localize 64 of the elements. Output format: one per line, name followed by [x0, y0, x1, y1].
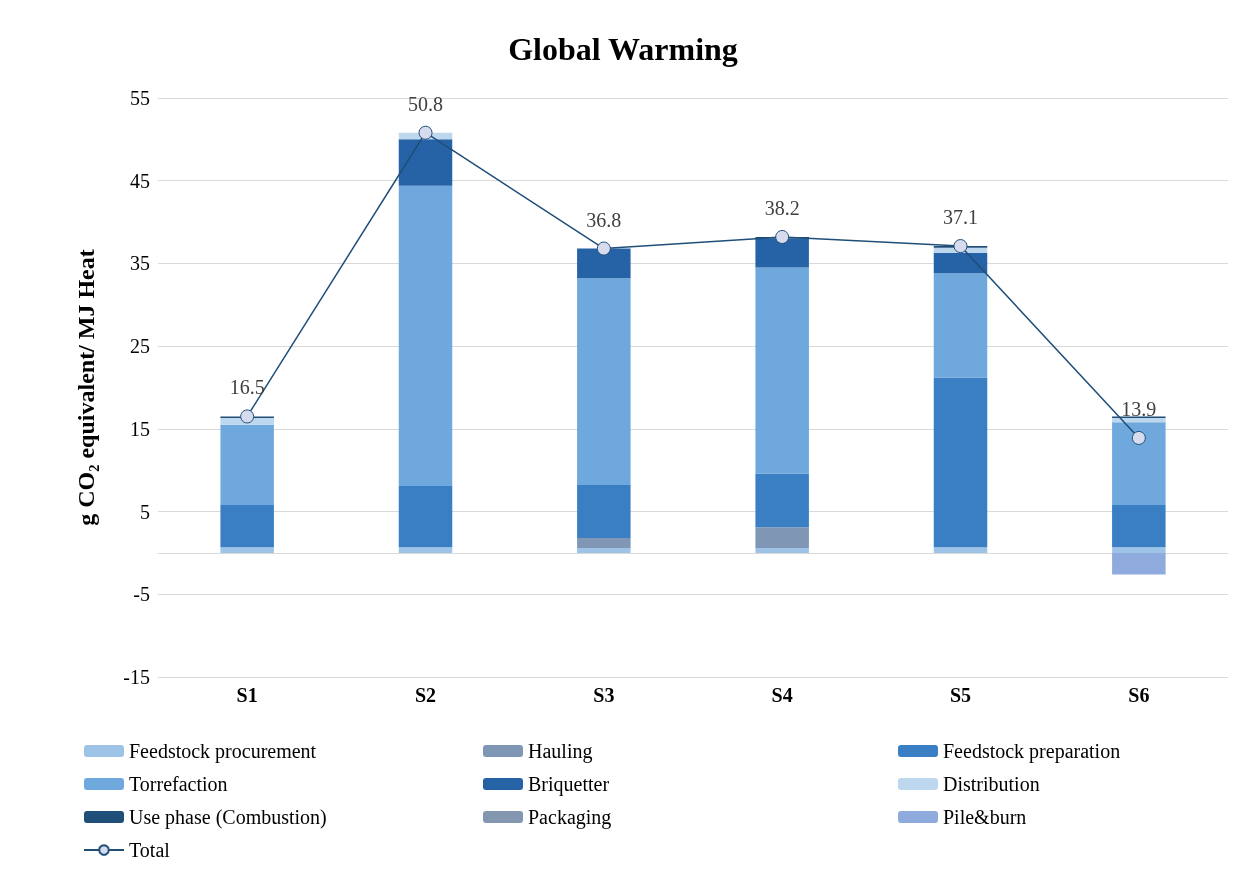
bar [577, 278, 631, 486]
bar [755, 527, 809, 548]
bar [577, 248, 631, 279]
bar [398, 485, 453, 548]
legend-label: Use phase (Combustion) [129, 806, 327, 829]
x-tick-label: S6 [1128, 684, 1150, 706]
y-tick-label: 25 [130, 335, 150, 358]
y-axis-title: g CO₂ equivalent/ MJ Heat [73, 249, 99, 526]
legend-label: Total [129, 839, 171, 861]
x-tick-label: S4 [771, 684, 793, 706]
bar [577, 547, 631, 553]
y-tick-label: 55 [130, 87, 150, 109]
legend-label: Packaging [528, 806, 612, 829]
x-tick-label: S2 [414, 684, 437, 706]
y-tick-label: 35 [130, 252, 150, 275]
bar [933, 377, 988, 548]
bar [933, 547, 988, 553]
data-label: 16.5 [229, 376, 265, 399]
legend-label: Feedstock procurement [129, 740, 317, 763]
legend-label: Hauling [528, 740, 593, 763]
x-tick-label: S3 [593, 684, 615, 706]
bar [755, 267, 809, 474]
bar [1112, 552, 1166, 575]
point [240, 409, 255, 424]
y-tick-label: 45 [130, 169, 150, 192]
y-tick-label: 15 [130, 417, 150, 440]
bar [398, 547, 453, 553]
bar [1112, 504, 1166, 548]
data-label: 38.2 [764, 196, 800, 219]
bar [1112, 547, 1166, 553]
bar [1112, 422, 1166, 505]
point [1131, 430, 1146, 445]
bar [755, 547, 809, 553]
point [953, 239, 968, 254]
chart-title: Global Warming [508, 31, 738, 67]
legend-label: Pile&burn [943, 806, 1027, 828]
bar [577, 485, 631, 539]
point [775, 229, 790, 244]
legend-label: Briquetter [528, 773, 610, 796]
bar [755, 473, 809, 528]
bar [398, 185, 453, 486]
bar [577, 538, 631, 548]
point [418, 125, 433, 140]
bar [220, 504, 274, 548]
data-label: 13.9 [1121, 397, 1157, 420]
bar [933, 252, 988, 274]
bar [220, 424, 274, 505]
x-tick-label: S1 [236, 684, 258, 706]
legend-label: Torrefaction [129, 773, 228, 795]
bar [398, 139, 453, 186]
bar [1112, 418, 1166, 423]
bar [220, 547, 274, 553]
point [596, 241, 611, 256]
legend-label: Feedstock preparation [943, 740, 1121, 763]
data-label: 50.8 [408, 92, 443, 115]
data-label: 36.8 [586, 208, 622, 231]
legend-label: Distribution [943, 773, 1040, 795]
x-tick-label: S5 [949, 684, 972, 706]
y-tick-label: -15 [123, 666, 150, 688]
data-label: 37.1 [943, 206, 978, 229]
y-tick-label: 5 [140, 500, 150, 523]
bar [755, 238, 809, 268]
bar [933, 273, 988, 378]
y-tick-label: -5 [133, 583, 150, 606]
